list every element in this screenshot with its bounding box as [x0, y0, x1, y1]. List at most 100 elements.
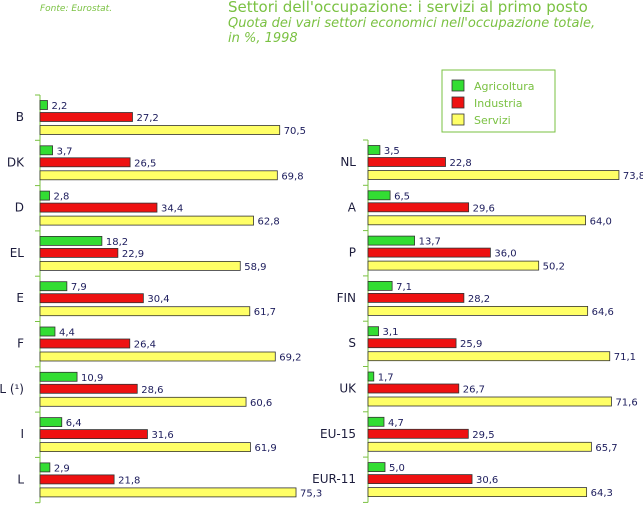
data-label-industria-s: 25,9 — [460, 339, 482, 350]
category-label-b: B — [16, 110, 24, 124]
bar-industria-i — [39, 429, 148, 440]
category-label-s: S — [348, 336, 356, 350]
subtitle-line-1: Quota dei vari settori economici nell'oc… — [228, 16, 596, 31]
bar-servizi-el — [39, 260, 241, 271]
category-label-f: F — [17, 337, 24, 351]
bar-agricoltura-dk — [39, 145, 53, 156]
bar-servizi-l — [39, 487, 297, 498]
bar-agricoltura-irl — [39, 371, 78, 382]
bar-industria-dk — [39, 157, 131, 168]
category-label-uk: UK — [339, 382, 357, 396]
category-label-p: P — [349, 246, 356, 260]
data-label-agricoltura-a: 6,5 — [394, 191, 410, 202]
bar-industria-fin — [367, 292, 465, 303]
data-label-agricoltura-dk: 3,7 — [57, 146, 73, 157]
bar-servizi-b — [39, 125, 281, 135]
category-label-d: D — [15, 201, 24, 215]
bar-industria-p — [367, 247, 491, 258]
category-label-eu-15: EU-15 — [320, 427, 356, 441]
category-label-irl: IRL (¹) — [0, 382, 24, 396]
category-label-nl: NL — [340, 155, 356, 169]
data-label-servizi-i: 61,9 — [254, 443, 276, 454]
bar-servizi-i — [39, 442, 251, 453]
subtitle-line-2: in %, 1998 — [228, 31, 298, 46]
data-label-agricoltura-eur-11: 5,0 — [389, 463, 405, 474]
data-label-servizi-s: 71,1 — [614, 352, 636, 363]
data-label-industria-eu-15: 29,5 — [472, 430, 494, 441]
data-label-agricoltura-fin: 7,1 — [396, 282, 412, 293]
data-label-industria-i: 31,6 — [151, 430, 173, 441]
data-label-industria-uk: 26,7 — [463, 385, 485, 396]
data-label-agricoltura-b: 2,2 — [51, 101, 67, 112]
data-label-industria-el: 22,9 — [122, 249, 144, 260]
category-label-el: EL — [10, 246, 25, 260]
data-label-servizi-dk: 69,8 — [281, 171, 303, 182]
data-label-servizi-a: 64,0 — [590, 216, 612, 227]
bar-servizi-nl — [367, 170, 620, 180]
legend-label-agricoltura: Agricoltura — [474, 80, 534, 93]
data-label-servizi-e: 61,7 — [254, 307, 276, 318]
data-label-industria-eur-11: 30,6 — [476, 475, 498, 486]
category-label-fin: FIN — [337, 291, 356, 305]
source-note: Fonte: Eurostat. — [40, 4, 113, 14]
bar-servizi-a — [367, 215, 587, 226]
category-label-l: L — [17, 472, 24, 486]
data-label-industria-dk: 26,5 — [134, 158, 156, 169]
data-label-agricoltura-irl: 10,9 — [81, 373, 103, 384]
legend-swatch-servizi — [451, 113, 465, 126]
bar-agricoltura-fin — [367, 280, 393, 291]
bar-agricoltura-eur-11 — [367, 462, 386, 473]
bar-servizi-dk — [39, 170, 278, 181]
bar-agricoltura-s — [367, 326, 379, 337]
data-label-servizi-eu-15: 65,7 — [595, 443, 617, 454]
bar-servizi-uk — [367, 396, 612, 407]
data-label-servizi-fin: 64,6 — [592, 307, 614, 318]
legend-swatch-industria — [451, 96, 465, 109]
bar-agricoltura-uk — [367, 371, 375, 382]
bar-servizi-eur-11 — [367, 487, 588, 498]
legend: Agricoltura Industria Servizi — [441, 69, 556, 133]
bar-industria-eu-15 — [367, 428, 469, 439]
bar-industria-b — [39, 112, 133, 122]
bar-servizi-eu-15 — [367, 441, 592, 452]
data-label-servizi-irl: 60,6 — [250, 398, 272, 409]
legend-label-servizi: Servizi — [474, 114, 511, 127]
bar-servizi-d — [39, 215, 254, 226]
bar-industria-uk — [367, 383, 460, 394]
bar-agricoltura-nl — [367, 145, 381, 155]
data-label-agricoltura-p: 13,7 — [419, 237, 441, 248]
bar-agricoltura-e — [39, 281, 68, 292]
bar-industria-f — [39, 338, 131, 349]
data-label-industria-d: 34,4 — [161, 204, 183, 215]
data-label-servizi-d: 62,8 — [258, 217, 280, 228]
bar-agricoltura-i — [39, 417, 63, 428]
bar-industria-nl — [367, 157, 446, 167]
data-label-agricoltura-l: 2,9 — [54, 463, 70, 474]
bar-industria-a — [367, 202, 470, 213]
data-label-agricoltura-d: 2,8 — [54, 192, 70, 203]
data-label-industria-p: 36,0 — [494, 249, 516, 260]
bar-servizi-f — [39, 351, 276, 362]
category-label-eur-11: EUR-11 — [312, 472, 356, 486]
legend-swatch-agricoltura — [451, 79, 465, 92]
bar-agricoltura-a — [367, 190, 391, 201]
data-label-agricoltura-eu-15: 4,7 — [388, 418, 404, 429]
data-label-industria-fin: 28,2 — [468, 294, 490, 305]
bar-servizi-fin — [367, 305, 589, 316]
bar-agricoltura-p — [367, 235, 415, 246]
data-label-agricoltura-i: 6,4 — [66, 418, 82, 429]
legend-label-industria: Industria — [474, 97, 523, 110]
data-label-agricoltura-uk: 1,7 — [378, 373, 394, 384]
category-label-i: I — [20, 427, 24, 441]
bar-servizi-irl — [39, 396, 247, 407]
data-label-servizi-p: 50,2 — [543, 262, 565, 273]
bar-industria-l — [39, 474, 115, 485]
bar-servizi-p — [367, 260, 540, 271]
data-label-industria-a: 29,6 — [473, 203, 495, 214]
bar-agricoltura-b — [39, 100, 48, 110]
bar-industria-e — [39, 293, 144, 304]
data-label-servizi-l: 75,3 — [300, 488, 322, 499]
bar-industria-d — [39, 202, 158, 213]
data-label-servizi-eur-11: 64,3 — [591, 488, 613, 499]
chart-panel-right: NL 3,5 22,8 73,8 A 6,5 29,6 64,0 P 13,7 36,0 50,2 FI… — [312, 139, 643, 503]
